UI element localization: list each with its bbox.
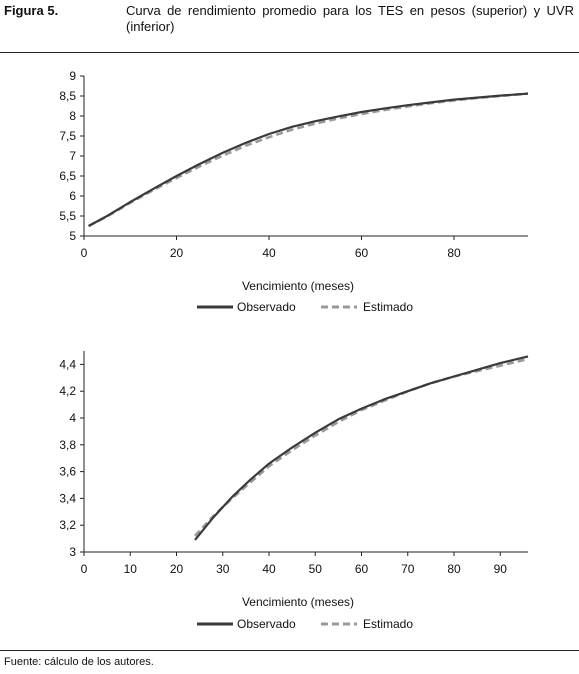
- legend-label-estimado: Estimado: [363, 617, 413, 631]
- y-tick-label: 4: [69, 411, 76, 425]
- x-tick-label: 40: [262, 562, 276, 576]
- source-note: Fuente: cálculo de los autores.: [4, 656, 154, 668]
- top-rule: [0, 52, 579, 53]
- x-tick-label: 20: [170, 246, 184, 260]
- chart-top: 5 5,5 6 6,5 7 7,5 8 8,5 9 0 20 40 60 80 Vencimiento (m…: [59, 69, 529, 314]
- y-tick-label: 5,5: [59, 209, 76, 223]
- x-tick-label: 60: [355, 246, 369, 260]
- y-tick-label: 8: [69, 109, 76, 123]
- series-line-estimado: [194, 357, 529, 537]
- x-tick-label: 50: [309, 562, 323, 576]
- y-tick-label: 5: [69, 229, 76, 243]
- legend-label-estimado: Estimado: [363, 300, 413, 314]
- y-tick-label: 3,8: [59, 438, 76, 452]
- legend-label-observado: Observado: [237, 300, 296, 314]
- y-tick-label: 8,5: [59, 89, 76, 103]
- x-tick-label: 0: [81, 246, 88, 260]
- x-tick-label: 0: [81, 562, 88, 576]
- y-tick-label: 3,4: [59, 491, 76, 505]
- figure-title: Curva de rendimiento promedio para los T…: [126, 3, 574, 34]
- legend-label-observado: Observado: [237, 617, 296, 631]
- x-axis-label: Vencimiento (meses): [242, 279, 354, 293]
- x-tick-label: 70: [401, 562, 415, 576]
- y-tick-label: 7,5: [59, 129, 76, 143]
- x-tick-label: 90: [494, 562, 508, 576]
- x-tick-label: 80: [447, 562, 461, 576]
- x-tick-label: 60: [355, 562, 369, 576]
- y-tick-label: 4,2: [59, 384, 76, 398]
- y-tick-label: 6,5: [59, 169, 76, 183]
- x-tick-label: 20: [170, 562, 184, 576]
- series-line-observado: [88, 92, 529, 227]
- y-tick-label: 9: [69, 69, 76, 83]
- y-tick-label: 7: [69, 149, 76, 163]
- y-tick-label: 4,4: [59, 357, 76, 371]
- bottom-rule: [0, 650, 579, 651]
- figure-label: Figura 5.: [4, 3, 59, 18]
- x-tick-label: 30: [216, 562, 230, 576]
- x-tick-label: 10: [124, 562, 138, 576]
- series-line-estimado: [88, 92, 529, 228]
- x-axis-label: Vencimiento (meses): [242, 595, 354, 609]
- series-line-observado: [194, 355, 529, 541]
- chart-bottom: 3 3,2 3,4 3,6 3,8 4 4,2 4,4 0 10 20 30 40 50 60 70 80 90 V…: [59, 351, 529, 631]
- x-tick-label: 40: [262, 246, 276, 260]
- x-tick-label: 80: [447, 246, 461, 260]
- y-tick-label: 3: [69, 545, 76, 559]
- y-tick-label: 6: [69, 189, 76, 203]
- y-tick-label: 3,6: [59, 465, 76, 479]
- y-tick-label: 3,2: [59, 518, 76, 532]
